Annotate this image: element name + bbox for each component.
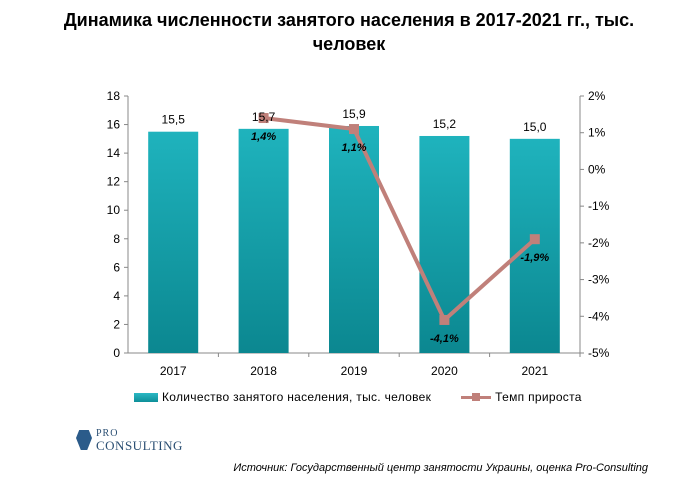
growth-rate-point (349, 124, 359, 135)
growth-rate-point (258, 113, 269, 124)
bar (238, 128, 289, 353)
logo-consulting: CONSULTING (96, 438, 183, 453)
y-right-tick-label: -1% (588, 199, 610, 213)
x-tick-label: 2021 (521, 364, 548, 378)
y-left-tick-label: 12 (107, 175, 121, 189)
x-tick-label: 2018 (250, 364, 277, 378)
y-left-tick-label: 8 (113, 232, 120, 246)
source-note: Источник: Государственный центр занятост… (233, 462, 648, 474)
y-left-tick-label: 6 (113, 260, 120, 274)
bar (329, 125, 379, 353)
chart-title: Динамика численности занятого населения … (0, 8, 698, 56)
logo-emblem-icon (76, 430, 92, 450)
bar-value-label: 15,5 (162, 113, 186, 127)
y-left-tick-label: 2 (113, 317, 120, 331)
y-right-tick-label: 2% (588, 89, 606, 103)
growth-rate-point (529, 234, 540, 245)
y-left-tick-label: 4 (113, 289, 120, 303)
y-left-tick-label: 0 (113, 346, 120, 360)
x-tick-label: 2020 (431, 364, 458, 378)
growth-rate-label: -1,9% (520, 252, 549, 264)
y-right-tick-label: 0% (588, 162, 606, 176)
y-right-tick-label: 1% (588, 126, 606, 140)
bar-value-label: 15,9 (342, 107, 366, 121)
x-tick-label: 2017 (160, 364, 187, 378)
chart-legend: Количество занятого населения, тыс. чело… (134, 390, 582, 404)
y-left-tick-label: 14 (107, 146, 121, 160)
y-left-tick-label: 10 (107, 203, 121, 217)
legend-bar-swatch (134, 392, 158, 402)
title-line-1: Динамика численности занятого населения … (63, 10, 635, 30)
growth-rate-point (439, 314, 450, 325)
y-right-tick-label: -4% (588, 309, 610, 323)
y-right-tick-label: -5% (588, 346, 610, 360)
y-right-tick-label: -2% (588, 236, 610, 250)
title-line-2: человек (312, 34, 386, 54)
bar-value-label: 15,7 (252, 110, 276, 124)
y-right-tick-label: -3% (588, 273, 610, 287)
bar-value-label: 15,0 (523, 120, 547, 134)
bar-value-label: 15,2 (433, 117, 457, 131)
y-left-tick-label: 16 (107, 118, 121, 132)
bar (148, 131, 199, 353)
growth-rate-label: -4,1% (430, 333, 459, 345)
growth-rate-label: 1,4% (251, 131, 276, 143)
legend-bar-label: Количество занятого населения, тыс. чело… (162, 390, 432, 404)
growth-rate-line (263, 116, 537, 322)
pro-consulting-logo: PRO CONSULTING (76, 428, 183, 452)
legend-line-swatch (461, 392, 492, 401)
logo-pro: PRO (96, 428, 119, 439)
bar (509, 138, 560, 353)
legend-line-label: Темп прироста (495, 390, 582, 404)
y-left-tick-label: 18 (107, 89, 121, 103)
x-tick-label: 2019 (341, 364, 368, 378)
growth-rate-label: 1,1% (341, 142, 366, 154)
